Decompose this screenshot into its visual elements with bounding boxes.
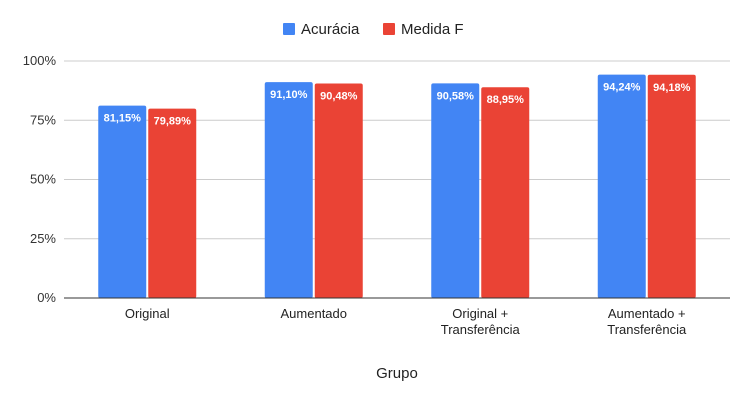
data-label: 94,18% — [653, 82, 691, 94]
data-label: 79,89% — [154, 116, 192, 128]
bar — [98, 105, 147, 298]
x-tick-label: Transferência — [441, 322, 521, 337]
legend-label: Acurácia — [301, 21, 360, 38]
data-label: 94,24% — [603, 82, 641, 94]
legend-swatch — [383, 23, 395, 35]
bar — [431, 83, 480, 298]
legend-swatch — [283, 23, 295, 35]
data-label: 88,95% — [487, 94, 525, 106]
bars — [98, 74, 696, 299]
y-tick-label: 75% — [30, 112, 56, 127]
bar — [314, 83, 363, 298]
x-axis-categories: Original Aumentado Original +Transferência… — [125, 306, 687, 337]
bar — [481, 87, 530, 298]
x-tick-label: Aumentado + — [608, 306, 686, 321]
x-tick-label: Original — [125, 306, 170, 321]
y-axis-ticks: 0% 25% 50% 75% 100% — [23, 53, 57, 305]
x-tick-label: Aumentado — [281, 306, 348, 321]
bar — [264, 82, 313, 298]
data-label: 81,15% — [104, 113, 142, 125]
x-tick-label: Original + — [452, 306, 508, 321]
y-tick-label: 0% — [37, 290, 56, 305]
legend: Acurácia Medida F — [283, 21, 464, 38]
data-label: 90,48% — [320, 91, 358, 103]
y-tick-label: 25% — [30, 231, 56, 246]
bar — [647, 74, 696, 299]
bar — [148, 108, 197, 298]
data-label: 90,58% — [437, 90, 475, 102]
y-tick-label: 100% — [23, 53, 57, 68]
legend-label: Medida F — [401, 21, 464, 38]
y-tick-label: 50% — [30, 172, 56, 187]
data-label: 91,10% — [270, 89, 308, 101]
bar — [597, 74, 646, 298]
data-labels: 81,15% 79,89% 91,10% 90,48% 90,58% 88,95% 94,2… — [104, 82, 691, 128]
x-axis-title: Grupo — [376, 365, 418, 382]
x-tick-label: Transferência — [607, 322, 687, 337]
